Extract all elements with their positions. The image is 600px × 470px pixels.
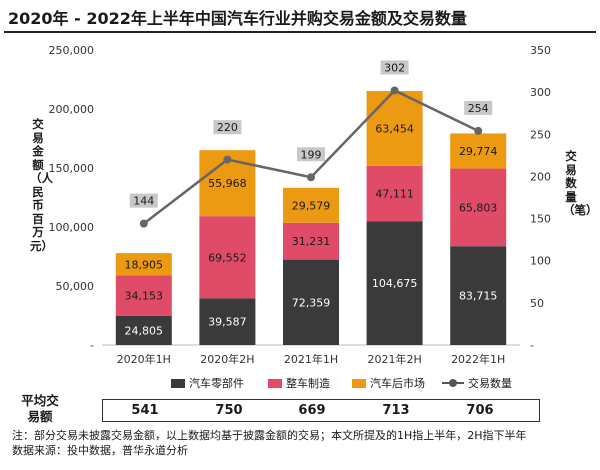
- legend: 汽车零部件 整车制造 汽车后市场 交易数量: [0, 375, 600, 391]
- line-label-box: [213, 120, 242, 135]
- bar-data-label: 65,803: [459, 201, 498, 214]
- average-value-2: 750: [215, 403, 243, 418]
- legend-label-parts: 汽车零部件: [189, 377, 244, 390]
- average-value-4: 713: [382, 403, 410, 418]
- y-tick-label-right: 150: [530, 213, 551, 226]
- bar-data-label: 63,454: [375, 122, 414, 135]
- x-tick-label: 2021年1H: [284, 352, 338, 366]
- y-tick-label-left: 50,000: [56, 280, 95, 293]
- line-data-label: 144: [133, 195, 154, 208]
- legend-label-aftermarket: 汽车后市场: [370, 377, 425, 390]
- bar-data-label: 29,774: [459, 145, 498, 158]
- y-tick-label-right: 50: [530, 297, 544, 310]
- bar-data-label: 83,715: [459, 290, 498, 303]
- average-value-3: 669: [298, 403, 326, 418]
- legend-label-vehicle: 整车制造: [286, 377, 330, 390]
- legend-item-vehicle: 整车制造: [268, 375, 330, 391]
- y-axis-label-right: 交易数量（笔）: [563, 149, 598, 217]
- bar-segment: [115, 253, 172, 276]
- legend-item-count: 交易数量: [442, 375, 512, 391]
- y-tick-label-left: 200,000: [49, 103, 95, 116]
- x-tick-label: 2020年2H: [200, 352, 254, 366]
- footnote-note: 注：部分交易未披露交易金额，以上数据均基于披露金额的交易；本文所提及的1H指上半…: [12, 429, 527, 442]
- legend-label-count: 交易数量: [468, 377, 512, 390]
- bar-data-label: 104,675: [372, 277, 418, 290]
- average-label: 平均交易额: [21, 393, 59, 424]
- y-tick-label-right: 100: [530, 255, 551, 268]
- bar-segment: [199, 298, 256, 345]
- legend-item-parts: 汽车零部件: [171, 375, 244, 391]
- bar-data-label: 69,552: [208, 251, 247, 264]
- line-data-label: 254: [468, 102, 489, 115]
- bar-segment: [450, 246, 507, 345]
- footnote: 注：部分交易未披露交易金额，以上数据均基于披露金额的交易；本文所提及的1H指上半…: [12, 428, 527, 458]
- y-tick-label-left: 250,000: [49, 44, 95, 57]
- bar-segment: [283, 187, 339, 223]
- bar-segment: [450, 168, 507, 247]
- bar-segment: [366, 91, 423, 166]
- average-value-5: 706: [466, 403, 494, 418]
- y-axis-label-left: 交易金额（人民币百万元）: [30, 117, 53, 253]
- bar-segment: [199, 216, 256, 299]
- y-tick-label-right: 200: [530, 170, 551, 183]
- y-tick-label-left: 100,000: [49, 221, 95, 234]
- bar-segment: [115, 315, 172, 345]
- line-point: [139, 219, 148, 228]
- bar-segment: [283, 222, 339, 260]
- bar-data-label: 18,905: [125, 258, 164, 271]
- bar-data-label: 29,579: [292, 199, 331, 212]
- bar-segment: [115, 275, 172, 316]
- y-tick-label-right: 350: [530, 44, 551, 57]
- y-tick-label-left: 150,000: [49, 162, 95, 175]
- legend-item-aftermarket: 汽车后市场: [352, 375, 425, 391]
- footnote-source: 数据来源：投中数据，普华永道分析: [12, 444, 188, 457]
- title-divider: [4, 31, 596, 33]
- line-label-box: [129, 193, 158, 208]
- bar-data-label: 24,805: [125, 324, 164, 337]
- legend-line-count: [442, 378, 464, 388]
- line-data-label: 302: [384, 61, 405, 74]
- legend-swatch-vehicle: [268, 378, 282, 388]
- line-data-label: 220: [217, 121, 238, 134]
- legend-swatch-parts: [171, 378, 185, 388]
- bar-data-label: 31,231: [292, 235, 331, 248]
- line-label-box: [297, 147, 325, 162]
- bar-segment: [366, 221, 423, 345]
- x-tick-label: 2020年1H: [117, 352, 171, 366]
- bar-data-label: 55,968: [208, 177, 247, 190]
- average-table: [102, 399, 540, 422]
- y-tick-label-right: 250: [530, 128, 551, 141]
- y-tick-label-left: -: [90, 339, 94, 352]
- line-label-box: [464, 100, 493, 115]
- average-value-1: 541: [131, 403, 159, 418]
- bar-segment: [450, 133, 507, 169]
- bar-data-label: 72,359: [292, 296, 331, 309]
- line-data-label: 199: [301, 148, 322, 161]
- bar-segment: [366, 165, 423, 222]
- line-point: [390, 86, 399, 95]
- bar-data-label: 47,111: [375, 188, 414, 201]
- line-label-box: [380, 60, 409, 75]
- legend-swatch-aftermarket: [352, 378, 366, 388]
- bar-data-label: 39,587: [208, 316, 247, 329]
- x-tick-label: 2022年1H: [451, 352, 505, 366]
- x-tick-label: 2021年2H: [367, 352, 421, 366]
- y-tick-label-right: -: [530, 339, 534, 352]
- line-point: [307, 173, 315, 182]
- line-point: [474, 126, 483, 135]
- y-tick-label-right: 300: [530, 86, 551, 99]
- bar-data-label: 34,153: [125, 290, 164, 303]
- page-title: 2020年 - 2022年上半年中国汽车行业并购交易金额及交易数量: [8, 9, 467, 28]
- line-point: [223, 155, 232, 164]
- bar-segment: [283, 259, 339, 345]
